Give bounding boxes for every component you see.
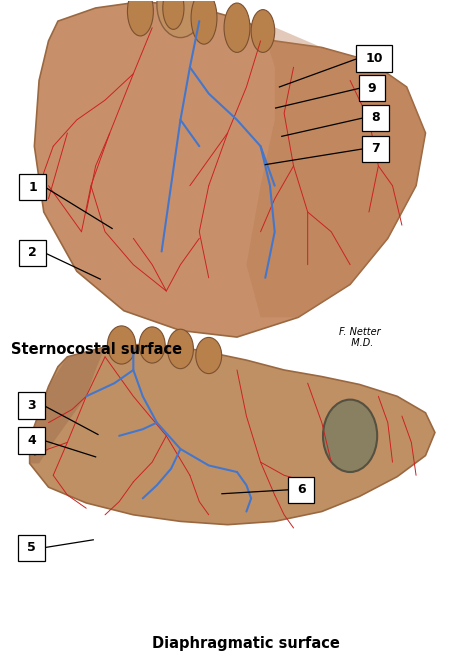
FancyBboxPatch shape (19, 174, 46, 200)
FancyBboxPatch shape (18, 427, 45, 453)
Ellipse shape (196, 337, 222, 373)
Ellipse shape (224, 3, 250, 52)
Ellipse shape (128, 0, 154, 36)
Text: Sternocostal surface: Sternocostal surface (11, 342, 182, 356)
Ellipse shape (323, 400, 377, 472)
FancyBboxPatch shape (362, 104, 389, 131)
Text: Diaphragmatic surface: Diaphragmatic surface (153, 636, 340, 651)
Ellipse shape (157, 0, 204, 38)
Text: 4: 4 (27, 434, 36, 447)
Polygon shape (246, 21, 426, 317)
Ellipse shape (167, 329, 193, 369)
Polygon shape (30, 347, 105, 463)
FancyBboxPatch shape (288, 477, 314, 503)
FancyBboxPatch shape (362, 136, 389, 162)
Text: 10: 10 (365, 52, 383, 65)
Ellipse shape (191, 0, 217, 44)
Ellipse shape (108, 326, 136, 364)
Text: 9: 9 (367, 82, 376, 95)
Text: 3: 3 (27, 399, 36, 412)
Text: 5: 5 (27, 541, 36, 554)
Text: 8: 8 (371, 112, 380, 124)
FancyBboxPatch shape (356, 46, 392, 72)
Text: F. Netter
  M.D.: F. Netter M.D. (339, 327, 380, 348)
Ellipse shape (163, 0, 184, 29)
Polygon shape (30, 344, 435, 525)
FancyBboxPatch shape (358, 75, 385, 101)
FancyBboxPatch shape (19, 240, 46, 266)
Polygon shape (35, 1, 426, 337)
Text: 6: 6 (297, 483, 305, 496)
Ellipse shape (139, 327, 165, 363)
Ellipse shape (251, 10, 275, 52)
FancyBboxPatch shape (18, 535, 45, 561)
FancyBboxPatch shape (18, 393, 45, 418)
Text: 2: 2 (28, 247, 37, 259)
Text: 1: 1 (28, 180, 37, 194)
Text: 7: 7 (371, 142, 380, 155)
